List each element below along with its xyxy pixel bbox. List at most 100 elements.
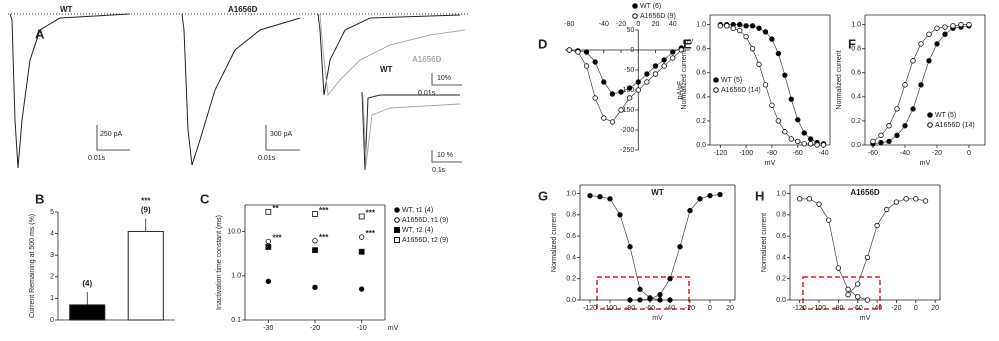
x-tick-label: -120 (793, 305, 807, 312)
x-tick-label: -30 (263, 325, 273, 332)
y-tick-label: 0.4 (776, 254, 786, 261)
y-tick-label: 1.0 (696, 21, 706, 28)
x-tick-label: 0 (967, 150, 971, 157)
marker (864, 254, 871, 261)
legend-marker (394, 207, 400, 213)
scale-label: 10 % (437, 152, 453, 159)
marker (358, 234, 365, 240)
marker (652, 71, 659, 77)
marker (312, 211, 318, 217)
y-tick-label: 0.0 (566, 297, 576, 304)
scale-bar (431, 150, 462, 163)
panel-label: E (683, 36, 692, 51)
marker (635, 87, 641, 93)
marker (635, 79, 641, 85)
marker (743, 23, 749, 29)
y-tick-label: 1.0 (566, 190, 576, 197)
legend-marker (713, 77, 719, 83)
marker (652, 63, 659, 69)
marker (583, 49, 590, 55)
marker (942, 31, 948, 37)
marker (265, 244, 272, 250)
series-line (630, 194, 721, 301)
marker (575, 49, 581, 55)
y-tick-label: 0.0 (696, 142, 706, 149)
panel-label: F (848, 36, 856, 51)
legend-marker (632, 13, 638, 19)
y-tick-label: 3 (50, 252, 54, 259)
marker (626, 85, 633, 91)
significance: *** (319, 206, 329, 215)
y-tick-label: 0.8 (851, 46, 861, 53)
marker (601, 115, 607, 121)
marker (801, 141, 807, 147)
marker (717, 23, 724, 29)
x-tick-label: -80 (564, 21, 574, 28)
marker (934, 41, 940, 47)
y-tick-label: 4 (50, 230, 54, 237)
marker (807, 141, 814, 147)
legend-marker (927, 122, 933, 128)
y-tick-label: 0.8 (776, 212, 786, 219)
marker (966, 21, 972, 28)
marker (826, 217, 832, 223)
marker (312, 247, 318, 254)
y-tick-label: 0.1 (231, 317, 241, 324)
marker (756, 25, 762, 31)
marker (617, 212, 623, 218)
y-axis-label: Inactivation time constant (ms) (216, 215, 223, 310)
y-tick-label: 0.8 (696, 46, 706, 53)
significance: *** (141, 197, 151, 206)
trace-inset-mut (362, 94, 461, 166)
scale-label: 10% (437, 75, 451, 82)
y-tick-label: 0.2 (696, 118, 706, 125)
x-tick-label: 0 (636, 21, 640, 28)
x-tick-label: 0 (914, 305, 918, 312)
scale-bar (265, 125, 300, 151)
marker (878, 132, 884, 139)
panel-label: G (538, 188, 548, 203)
marker (886, 123, 892, 129)
y-axis-label: Normalized current (681, 50, 688, 109)
scale-bar (96, 125, 130, 151)
marker (697, 196, 703, 202)
significance: *** (366, 229, 376, 238)
significance: ** (272, 204, 279, 213)
panel-label: C (200, 191, 210, 206)
marker (796, 196, 803, 202)
scale-label: 300 pA (270, 131, 293, 138)
y-tick-label: 0 (630, 47, 634, 54)
panel-label: A (35, 26, 45, 41)
marker (724, 23, 730, 29)
x-tick-label: -20 (685, 305, 695, 312)
x-tick-label: -80 (833, 305, 843, 312)
y-tick-label: 0.4 (566, 254, 576, 261)
y-tick-label: 0.0 (851, 142, 861, 149)
x-tick-label: 0 (708, 305, 712, 312)
scale-label: 0.01s (258, 155, 276, 162)
marker (657, 297, 663, 303)
marker (922, 198, 929, 204)
x-tick-label: -80 (625, 305, 635, 312)
trace-inset-wt (361, 91, 460, 171)
highlight-box (596, 276, 690, 310)
marker (667, 297, 673, 303)
significance: *** (272, 234, 282, 243)
legend-label: WT, τ2 (4) (402, 227, 433, 234)
x-tick-label: -40 (665, 305, 675, 312)
marker (782, 129, 788, 135)
marker (670, 49, 676, 55)
legend-label: A1656D (9) (640, 13, 676, 20)
x-tick-label: -10 (357, 325, 367, 332)
marker (661, 63, 667, 69)
marker (736, 21, 743, 28)
panel-a: WT A1656D WT A1656D 250 pA 0.01s 300 pA … (8, 5, 470, 174)
x-tick-label: -100 (603, 305, 617, 312)
marker (607, 196, 613, 202)
marker (618, 107, 624, 113)
panel-label: H (755, 188, 764, 203)
marker (845, 286, 851, 293)
marker (566, 47, 573, 53)
marker (913, 196, 919, 202)
marker (312, 284, 318, 290)
